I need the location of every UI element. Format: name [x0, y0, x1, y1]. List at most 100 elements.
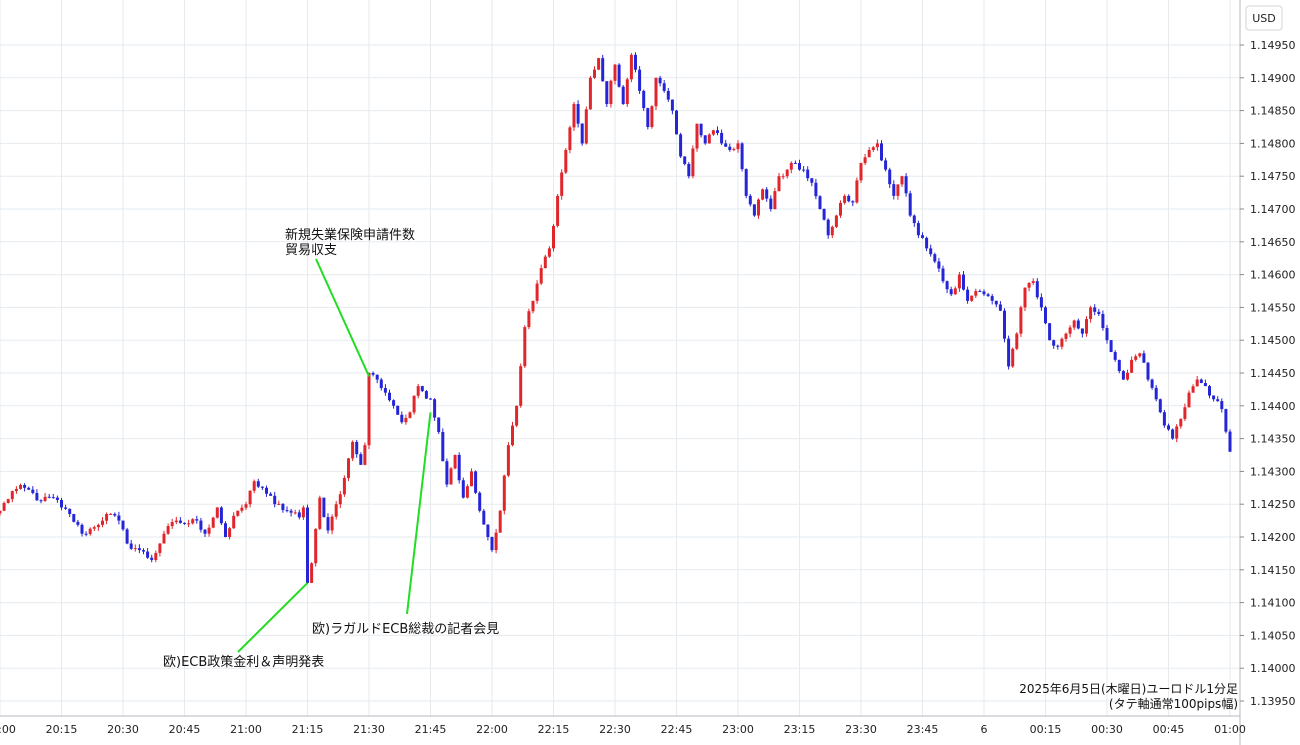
candle-body [285, 510, 289, 512]
candle [31, 486, 35, 495]
candle-body [392, 400, 396, 406]
candle [1068, 325, 1072, 338]
candle-body [474, 471, 478, 493]
candle [1031, 278, 1035, 286]
candle [1023, 287, 1027, 312]
candle [236, 510, 240, 517]
candle [1142, 350, 1146, 363]
candle-body [921, 235, 924, 238]
candle [777, 173, 781, 192]
candle-body [412, 395, 416, 413]
candle-body [925, 237, 929, 249]
candle-body [826, 219, 830, 236]
candle [523, 325, 527, 369]
candle-body [531, 300, 535, 312]
price-tick-label: 1.14950 [1250, 39, 1296, 52]
candle-body [769, 198, 773, 209]
candle [867, 147, 871, 158]
candle [334, 501, 338, 520]
candle [945, 280, 949, 294]
candle-body [867, 149, 871, 158]
candle-body [535, 283, 539, 301]
candle-body [744, 169, 748, 196]
candle [429, 397, 432, 400]
candle-body [113, 513, 117, 516]
candle-body [716, 130, 719, 133]
candle-body [289, 510, 293, 513]
annotation-label: 欧)ラガルドECB総裁の記者会見 [312, 621, 499, 637]
candle [1093, 304, 1097, 316]
candle-body [904, 176, 908, 194]
candle [55, 495, 59, 503]
candle [593, 66, 596, 79]
price-tick-label: 1.14600 [1250, 269, 1296, 282]
candle-body [371, 373, 375, 375]
candle [355, 439, 359, 458]
candle [921, 232, 924, 239]
candle-body [834, 215, 838, 227]
candle-body [1101, 313, 1105, 329]
candle-body [1019, 307, 1023, 334]
candle [363, 442, 367, 466]
candle-body [55, 497, 59, 500]
candle-body [355, 441, 359, 455]
candle-body [863, 157, 867, 164]
candle [1019, 305, 1023, 337]
candle-body [974, 291, 978, 296]
price-tick-label: 1.14150 [1250, 564, 1296, 577]
candle [982, 289, 986, 297]
candle [326, 513, 330, 534]
candle-body [1060, 338, 1064, 347]
candle [724, 139, 728, 148]
candle-body [1048, 323, 1052, 341]
candle-body [1085, 319, 1088, 334]
time-tick-label: 20:30 [107, 723, 139, 736]
candle-body [1199, 379, 1203, 384]
candle [203, 528, 207, 537]
candle-body [76, 521, 80, 525]
candle [252, 479, 256, 494]
candle-body [683, 156, 687, 164]
candle [703, 135, 707, 145]
candle [154, 550, 158, 563]
candle [925, 236, 929, 252]
candle-body [453, 455, 457, 469]
candle [1085, 316, 1088, 337]
candle-body [1076, 320, 1080, 329]
candle [47, 493, 51, 499]
candle-body [1052, 340, 1056, 346]
candle [625, 77, 629, 107]
candle-body [408, 412, 412, 418]
candle-body [219, 507, 223, 524]
candle-body [129, 543, 133, 549]
candle-body [101, 520, 104, 525]
time-tick-label: 23:15 [784, 723, 816, 736]
candle [793, 160, 797, 164]
candle-body [601, 58, 605, 82]
candle-body [761, 189, 765, 200]
candle [51, 493, 55, 499]
candle [1011, 347, 1015, 368]
candle [224, 521, 227, 538]
candle-body [564, 149, 568, 173]
candle [1162, 409, 1166, 428]
candle [347, 457, 350, 482]
candle [158, 543, 162, 557]
candle-body [203, 529, 207, 534]
time-tick-label: 23:45 [907, 723, 939, 736]
currency-label: USD [1252, 12, 1276, 25]
candle [424, 390, 428, 399]
candle-body [736, 143, 740, 150]
price-tick-label: 1.14400 [1250, 400, 1296, 413]
candle-body [1097, 311, 1101, 314]
candle-body [465, 486, 469, 498]
candle [970, 295, 974, 302]
candle-body [404, 417, 408, 423]
candle-body [142, 550, 145, 552]
annotation-leader-line [237, 582, 309, 653]
candle [453, 454, 457, 470]
currency-badge[interactable] [1245, 5, 1283, 31]
candle [359, 452, 363, 465]
candle-body [437, 417, 441, 433]
